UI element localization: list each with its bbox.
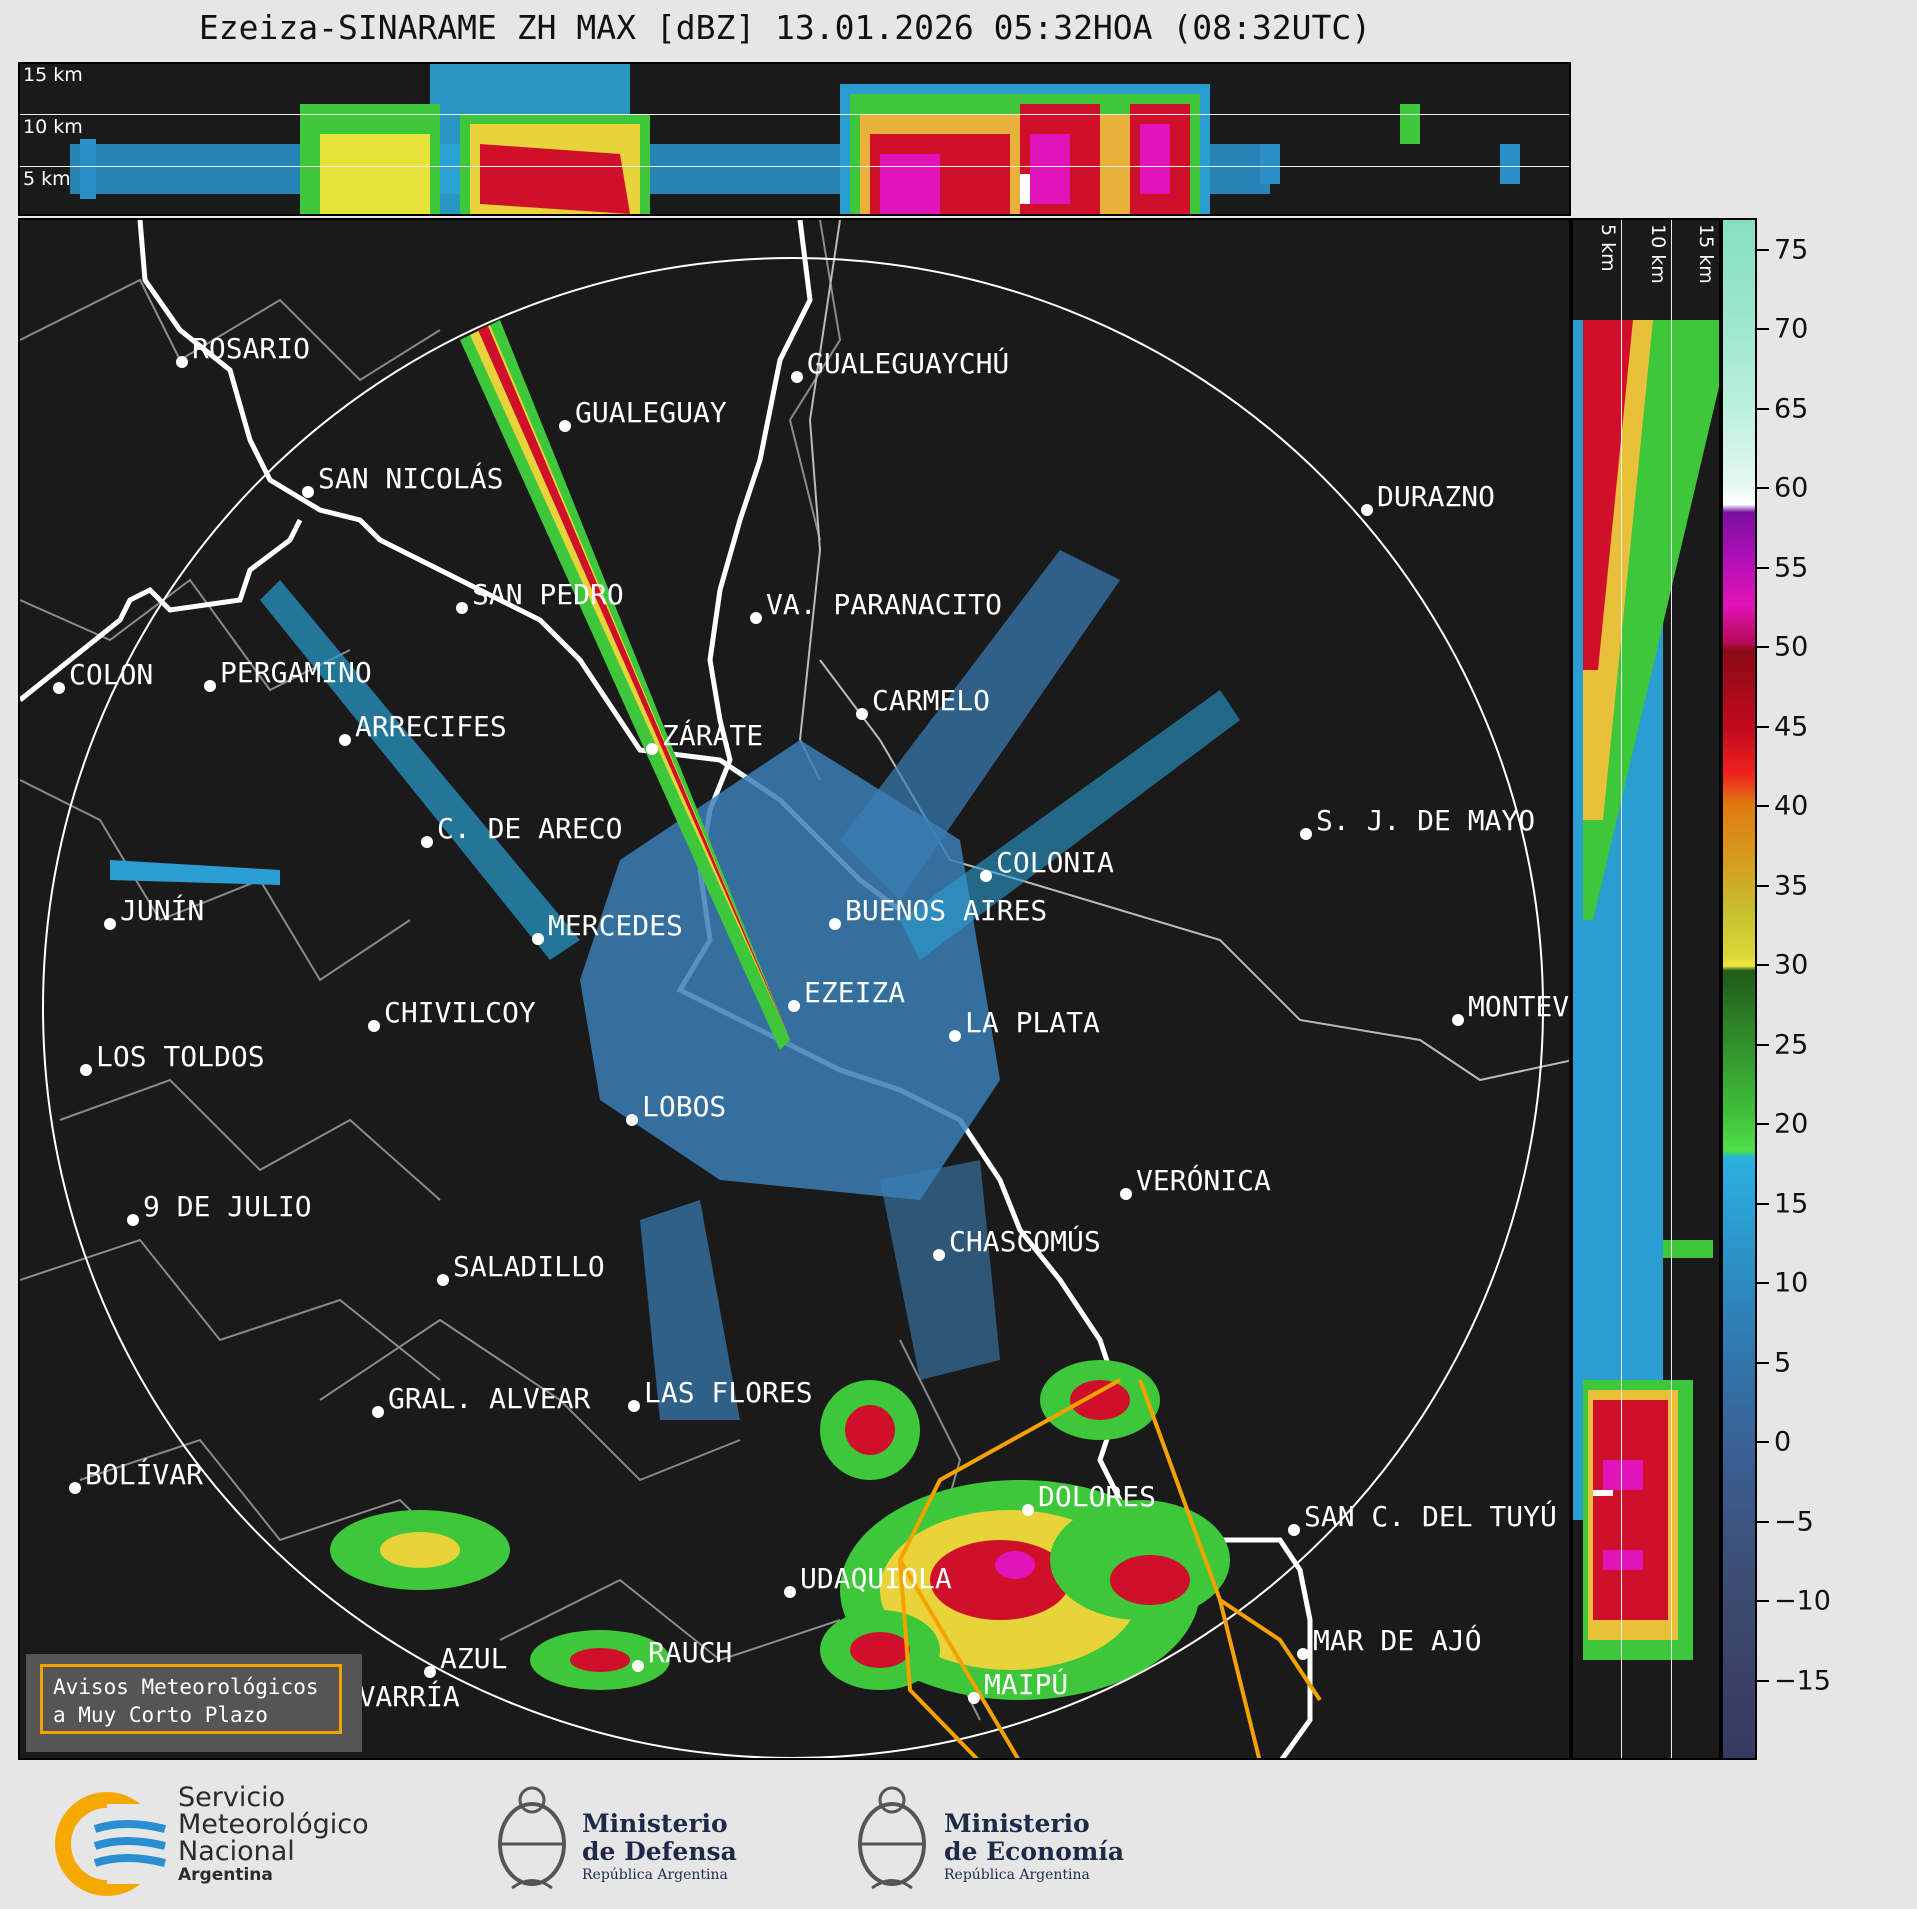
height-label-5km: 5 km	[23, 168, 71, 190]
economia-line-2: de Economía	[944, 1837, 1125, 1866]
top-height-profile-panel: 15 km 10 km 5 km	[18, 62, 1571, 216]
colorbar-tick-mark	[1757, 1202, 1769, 1205]
footer-logos: Servicio Meteorológico Nacional Argentin…	[0, 1760, 1917, 1909]
colorbar-tick-mark	[1757, 1441, 1769, 1444]
colorbar-tick-label: 5	[1774, 1347, 1792, 1379]
colorbar-tick-label: 60	[1774, 472, 1809, 504]
colorbar-tick-mark	[1757, 884, 1769, 887]
height-line-5km	[20, 166, 1569, 167]
very-short-term-warnings-legend[interactable]: Avisos Meteorológicos a Muy Corto Plazo	[26, 1654, 362, 1752]
colorbar-tick-label: −10	[1774, 1585, 1831, 1617]
radar-map-graphics	[20, 220, 1569, 1758]
side-height-profile-panel: 5 km 10 km 15 km	[1571, 218, 1721, 1760]
colorbar-tick-mark	[1757, 1282, 1769, 1285]
colorbar-tick-label: −15	[1774, 1665, 1831, 1696]
colorbar-tick-label: 25	[1774, 1029, 1809, 1061]
colorbar-tick-mark	[1757, 964, 1769, 967]
range-ring	[42, 257, 1544, 1758]
colorbar-tick-mark	[1757, 1679, 1769, 1682]
defensa-line-1: Ministerio	[582, 1809, 728, 1838]
colorbar-tick-label: 20	[1774, 1108, 1809, 1140]
colorbar-tick-label: 10	[1774, 1267, 1809, 1299]
colorbar-tick-label: 15	[1774, 1188, 1809, 1220]
radar-echoes	[110, 320, 1240, 1700]
colorbar-tick-mark	[1757, 725, 1769, 728]
height-line-10km-side	[1671, 220, 1672, 1758]
colorbar-tick-mark	[1757, 805, 1769, 808]
colorbar-tick-mark	[1757, 566, 1769, 569]
height-line-5km-side	[1621, 220, 1622, 1758]
smn-logo-icon	[55, 1792, 167, 1896]
argentina-coat-of-arms-icon	[498, 1786, 566, 1890]
height-label-10km: 10 km	[23, 116, 83, 138]
economia-line-1: Ministerio	[944, 1809, 1090, 1838]
dbz-colorbar	[1721, 218, 1757, 1760]
colorbar-tick-label: 50	[1774, 631, 1809, 663]
argentina-coat-of-arms-icon	[858, 1786, 926, 1890]
notice-line-1: Avisos Meteorológicos	[53, 1675, 319, 1699]
smn-name-line-4: Argentina	[178, 1865, 273, 1885]
colorbar-tick-label: 40	[1774, 790, 1809, 822]
colorbar-tick-label: 75	[1774, 234, 1809, 266]
warning-polygons	[897, 1378, 1322, 1758]
colorbar-tick-mark	[1757, 487, 1769, 490]
colorbar-tick-mark	[1757, 328, 1769, 331]
side-profile-echoes	[1573, 320, 1719, 1660]
colorbar-tick-label: 0	[1774, 1426, 1792, 1458]
radar-map-panel: ROSARIO GUALEGUAYCHÚ GUALEGUAY SAN NICOL…	[18, 218, 1571, 1760]
colorbar-tick-label: 65	[1774, 393, 1809, 425]
colorbar-tick-mark	[1757, 407, 1769, 410]
colorbar-tick-mark	[1757, 1361, 1769, 1364]
colorbar-tick-label: 35	[1774, 870, 1809, 902]
colorbar-tick-label: 45	[1774, 711, 1809, 743]
height-line-10km	[20, 114, 1569, 115]
height-label-15km: 15 km	[23, 64, 83, 86]
economia-line-3: República Argentina	[944, 1867, 1090, 1883]
top-profile-echoes	[70, 64, 1520, 214]
smn-name-line-3: Nacional	[178, 1836, 295, 1867]
height-label-10km-side: 10 km	[1647, 224, 1669, 284]
colorbar-tick-mark	[1757, 1123, 1769, 1126]
height-label-15km-side: 15 km	[1695, 224, 1717, 284]
defensa-line-3: República Argentina	[582, 1867, 728, 1883]
smn-name-line-1: Servicio	[178, 1782, 286, 1813]
smn-name-line-2: Meteorológico	[178, 1809, 369, 1840]
notice-line-2: a Muy Corto Plazo	[53, 1703, 268, 1727]
colorbar-tick-mark	[1757, 1043, 1769, 1046]
colorbar-tick-mark	[1757, 1520, 1769, 1523]
chart-title: Ezeiza-SINARAME ZH MAX [dBZ] 13.01.2026 …	[198, 8, 1372, 47]
colorbar-tick-label: 55	[1774, 552, 1809, 584]
colorbar-tick-mark	[1757, 1600, 1769, 1603]
colorbar-tick-label: 30	[1774, 949, 1809, 981]
colorbar-tick-label: 70	[1774, 313, 1809, 345]
height-label-5km-side: 5 km	[1597, 224, 1619, 272]
defensa-line-2: de Defensa	[582, 1837, 737, 1866]
colorbar-tick-label: −5	[1774, 1506, 1814, 1538]
colorbar-tick-mark	[1757, 646, 1769, 649]
colorbar-tick-mark	[1757, 248, 1769, 251]
